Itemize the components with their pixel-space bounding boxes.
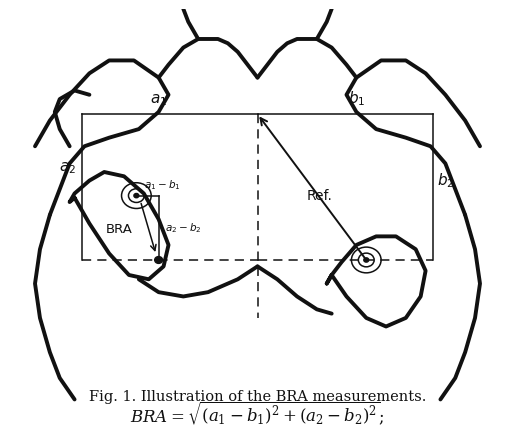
Text: $b_2$: $b_2$ [437, 171, 454, 190]
Text: $a_2 - b_2$: $a_2 - b_2$ [165, 221, 201, 235]
Text: Fig. 1. Illustration of the BRA measurements.: Fig. 1. Illustration of the BRA measurem… [89, 390, 426, 404]
Text: $a_2$: $a_2$ [59, 160, 76, 176]
Circle shape [134, 194, 139, 198]
Text: $a_1 - b_1$: $a_1 - b_1$ [144, 178, 180, 192]
Text: Ref.: Ref. [307, 189, 333, 202]
Text: BRA: BRA [106, 224, 132, 236]
Circle shape [154, 257, 163, 263]
Text: $a_1$: $a_1$ [150, 93, 167, 109]
Circle shape [364, 258, 369, 262]
Text: $b_1$: $b_1$ [348, 90, 365, 109]
Text: $BRA = \sqrt{(a_1 - b_1)^2 + (a_2 - b_2)^2};$: $BRA = \sqrt{(a_1 - b_1)^2 + (a_2 - b_2)… [130, 400, 385, 427]
